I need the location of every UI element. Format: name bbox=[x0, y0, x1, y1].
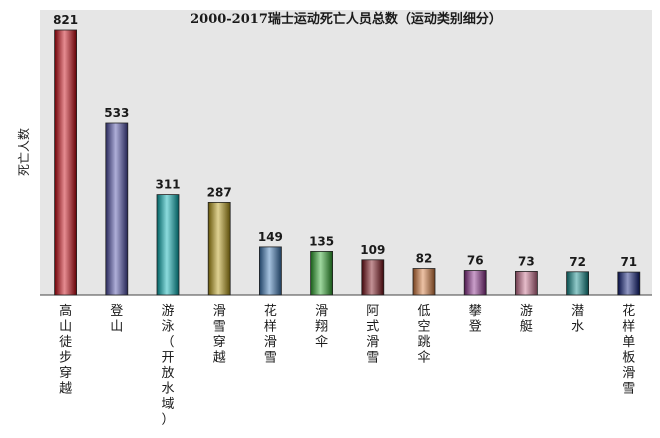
data-label-5: 135 bbox=[309, 234, 334, 248]
bar-3 bbox=[207, 201, 231, 296]
bar-1 bbox=[105, 122, 129, 296]
category-label-10: 潜水 bbox=[571, 304, 584, 335]
category-label-4: 花样滑雪 bbox=[264, 303, 277, 366]
category-label-3: 滑雪穿越 bbox=[213, 304, 226, 366]
data-label-10: 72 bbox=[569, 255, 586, 269]
data-label-1: 533 bbox=[104, 106, 129, 120]
category-label-6: 阿式滑雪 bbox=[366, 304, 379, 366]
bar-7 bbox=[412, 268, 436, 296]
bar-0 bbox=[54, 29, 77, 296]
data-label-7: 82 bbox=[416, 252, 433, 266]
bar-10 bbox=[566, 271, 589, 296]
chart-title: 2000-2017瑞士运动死亡人员总数（运动类别细分） bbox=[190, 11, 502, 27]
bar-5 bbox=[310, 250, 334, 296]
bar-9 bbox=[515, 270, 538, 296]
bar-6 bbox=[361, 259, 385, 296]
data-label-9: 73 bbox=[518, 254, 535, 268]
category-label-2: 游泳（开放水域） bbox=[161, 304, 174, 428]
y-axis-label: 死亡人数 bbox=[16, 128, 31, 176]
data-label-2: 311 bbox=[155, 178, 180, 192]
category-label-0: 高山徒步穿越 bbox=[59, 303, 72, 397]
data-label-6: 109 bbox=[360, 243, 385, 257]
bar-8 bbox=[463, 270, 487, 296]
bar-4 bbox=[258, 246, 282, 296]
data-label-3: 287 bbox=[207, 185, 232, 199]
data-label-0: 821 bbox=[53, 13, 78, 27]
data-label-8: 76 bbox=[467, 254, 484, 268]
category-label-1: 登山 bbox=[110, 304, 123, 335]
bar-2 bbox=[156, 194, 180, 296]
data-label-4: 149 bbox=[258, 230, 283, 244]
category-label-8: 攀登 bbox=[469, 304, 482, 335]
bar-11 bbox=[617, 271, 641, 296]
bars-layer: 821 高山徒步穿越 533 登山 311 游泳（开放水域） 287 滑雪穿越 149 花样滑雪 1… bbox=[53, 13, 641, 428]
category-label-7: 低空跳伞 bbox=[417, 304, 430, 366]
category-label-11: 花样单板滑雪 bbox=[622, 303, 635, 397]
category-label-5: 滑翔伞 bbox=[315, 304, 328, 350]
category-label-9: 游艇 bbox=[520, 304, 533, 335]
plot-area bbox=[40, 10, 652, 295]
data-label-11: 71 bbox=[620, 255, 637, 269]
